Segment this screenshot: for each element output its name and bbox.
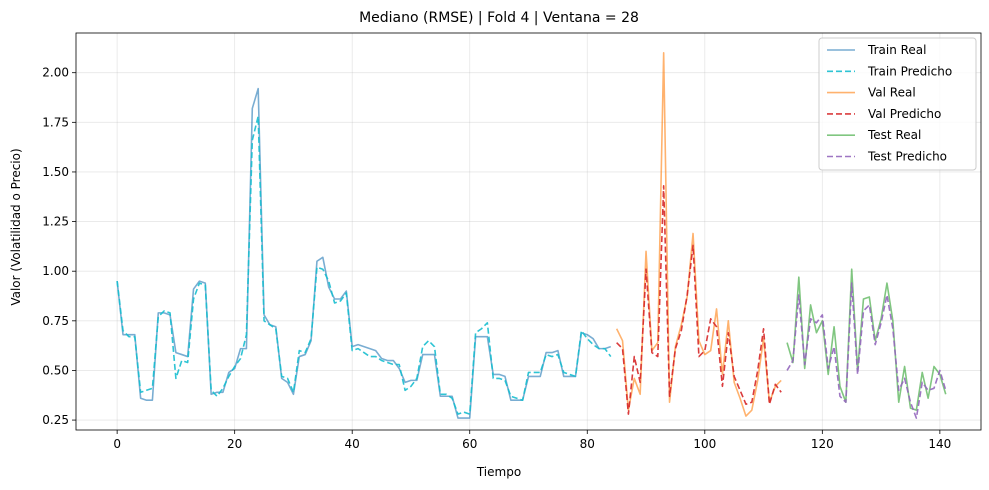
legend-label-test-real: Test Real: [867, 128, 921, 142]
chart-title: Mediano (RMSE) | Fold 4 | Ventana = 28: [359, 10, 639, 26]
y-tick-label: 0.25: [42, 413, 69, 427]
y-tick-label: 1.25: [42, 215, 69, 229]
legend-label-val-predicho: Val Predicho: [868, 107, 941, 121]
series-line-val-predicho: [616, 185, 782, 415]
legend-label-test-predicho: Test Predicho: [867, 150, 947, 164]
legend: Train Real Train Predicho Val Real Val Pred…: [818, 37, 977, 171]
y-ticks: 0.25 0.50 0.75 1.00 1.25 1.50 1.75 2.00: [42, 66, 76, 427]
series-line-train-real: [116, 87, 612, 419]
x-tick-label: 20: [227, 437, 242, 451]
x-tick-label: 120: [811, 437, 834, 451]
y-tick-label: 1.75: [42, 115, 69, 129]
legend-label-train-predicho: Train Predicho: [867, 64, 952, 78]
x-ticks: 0 20 40 60 80 100 120 140: [113, 430, 951, 451]
x-tick-label: 0: [113, 437, 121, 451]
y-tick-label: 1.00: [42, 264, 69, 278]
x-axis-label: Tiempo: [476, 465, 521, 479]
series-line-val-real: [615, 52, 782, 417]
legend-label-val-real: Val Real: [868, 86, 916, 100]
legend-label-train-real: Train Real: [867, 43, 926, 57]
series-line-test-real: [786, 268, 947, 411]
y-tick-label: 0.50: [42, 363, 69, 377]
x-tick-label: 80: [580, 437, 595, 451]
y-tick-label: 2.00: [42, 66, 69, 80]
x-tick-label: 40: [345, 437, 360, 451]
x-tick-label: 60: [462, 437, 477, 451]
series-lines: [116, 52, 947, 419]
series-line-train-predicho: [116, 115, 612, 415]
x-tick-label: 100: [693, 437, 716, 451]
legend-box: [818, 37, 977, 171]
y-tick-label: 1.50: [42, 165, 69, 179]
y-tick-label: 0.75: [42, 314, 69, 328]
series-line-test-predicho: [786, 282, 947, 419]
x-tick-label: 140: [928, 437, 951, 451]
plot-frame: [75, 32, 982, 431]
y-axis-label: Valor (Volatilidad o Precio): [9, 148, 23, 305]
